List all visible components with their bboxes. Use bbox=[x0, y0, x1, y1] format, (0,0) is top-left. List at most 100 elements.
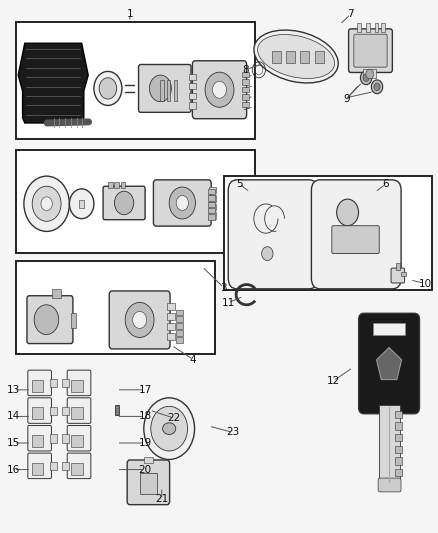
Bar bbox=[79, 199, 84, 208]
FancyBboxPatch shape bbox=[390, 268, 404, 283]
Bar bbox=[71, 407, 82, 419]
Bar bbox=[378, 405, 399, 482]
Bar bbox=[62, 407, 68, 415]
Bar bbox=[188, 83, 195, 90]
Bar bbox=[71, 313, 76, 328]
Ellipse shape bbox=[253, 30, 338, 83]
Text: 21: 21 bbox=[155, 494, 168, 504]
Bar bbox=[208, 189, 215, 194]
Text: 5: 5 bbox=[235, 179, 242, 189]
Bar bbox=[286, 51, 294, 63]
FancyBboxPatch shape bbox=[348, 29, 392, 72]
FancyBboxPatch shape bbox=[28, 398, 51, 423]
Circle shape bbox=[125, 302, 154, 337]
FancyBboxPatch shape bbox=[192, 61, 246, 119]
Bar bbox=[208, 214, 215, 220]
Circle shape bbox=[169, 187, 195, 219]
FancyBboxPatch shape bbox=[138, 64, 191, 112]
Bar bbox=[394, 434, 401, 441]
Bar bbox=[208, 187, 216, 193]
Bar bbox=[208, 212, 216, 219]
Bar bbox=[188, 74, 195, 80]
Bar bbox=[208, 195, 216, 201]
Bar bbox=[394, 469, 401, 477]
Bar bbox=[362, 69, 375, 78]
Bar bbox=[208, 204, 216, 210]
Bar bbox=[32, 379, 43, 392]
Bar bbox=[50, 407, 57, 415]
Bar bbox=[71, 463, 82, 475]
Bar bbox=[32, 407, 43, 419]
Circle shape bbox=[32, 186, 61, 221]
FancyBboxPatch shape bbox=[67, 453, 91, 479]
FancyBboxPatch shape bbox=[28, 370, 51, 395]
Bar bbox=[62, 434, 68, 443]
Text: 17: 17 bbox=[138, 385, 152, 395]
Bar bbox=[167, 303, 174, 310]
Bar bbox=[16, 261, 215, 354]
Bar bbox=[167, 323, 174, 330]
Bar bbox=[394, 446, 401, 453]
Bar bbox=[381, 23, 384, 31]
Text: 23: 23 bbox=[226, 427, 239, 438]
Bar bbox=[52, 289, 60, 298]
Bar bbox=[140, 473, 156, 494]
Circle shape bbox=[24, 176, 69, 231]
Bar bbox=[175, 310, 182, 315]
Bar bbox=[166, 80, 170, 101]
Bar bbox=[372, 323, 405, 335]
Bar bbox=[16, 22, 254, 139]
FancyBboxPatch shape bbox=[103, 186, 145, 220]
Circle shape bbox=[371, 80, 382, 94]
Bar bbox=[395, 263, 399, 270]
Bar bbox=[365, 23, 369, 31]
FancyBboxPatch shape bbox=[377, 478, 400, 492]
Circle shape bbox=[261, 247, 272, 261]
Text: 12: 12 bbox=[326, 376, 339, 386]
Bar bbox=[32, 463, 43, 475]
Bar bbox=[242, 79, 249, 85]
Bar bbox=[208, 195, 215, 200]
Text: 10: 10 bbox=[418, 279, 431, 288]
Bar bbox=[167, 333, 174, 340]
Bar bbox=[223, 176, 431, 290]
Text: 22: 22 bbox=[166, 413, 180, 423]
Bar bbox=[120, 182, 125, 188]
Bar bbox=[160, 80, 163, 101]
Circle shape bbox=[41, 197, 52, 211]
Ellipse shape bbox=[257, 35, 334, 78]
Text: 7: 7 bbox=[347, 9, 353, 19]
Bar bbox=[115, 405, 119, 415]
Bar bbox=[62, 462, 68, 470]
Text: 18: 18 bbox=[138, 411, 152, 422]
Bar bbox=[144, 457, 153, 463]
FancyBboxPatch shape bbox=[331, 225, 378, 254]
Circle shape bbox=[94, 71, 122, 106]
Bar bbox=[175, 337, 182, 343]
FancyBboxPatch shape bbox=[127, 460, 169, 505]
Bar bbox=[173, 80, 177, 101]
FancyBboxPatch shape bbox=[67, 370, 91, 395]
Bar bbox=[62, 379, 68, 387]
FancyBboxPatch shape bbox=[311, 180, 400, 289]
Bar bbox=[167, 313, 174, 320]
Bar bbox=[314, 51, 323, 63]
FancyBboxPatch shape bbox=[67, 398, 91, 423]
Bar bbox=[16, 150, 254, 253]
Circle shape bbox=[365, 69, 373, 79]
Bar bbox=[208, 201, 215, 207]
Bar bbox=[71, 435, 82, 447]
FancyBboxPatch shape bbox=[358, 313, 419, 414]
Text: 16: 16 bbox=[7, 465, 21, 474]
Bar bbox=[50, 434, 57, 443]
Text: 3: 3 bbox=[220, 283, 227, 293]
Bar bbox=[242, 102, 249, 107]
Text: 13: 13 bbox=[7, 385, 21, 395]
Text: 11: 11 bbox=[221, 297, 234, 308]
Text: 15: 15 bbox=[7, 438, 21, 448]
Bar bbox=[50, 379, 57, 387]
Text: 8: 8 bbox=[242, 65, 248, 75]
Bar bbox=[114, 182, 119, 188]
Text: 20: 20 bbox=[138, 465, 151, 474]
Circle shape bbox=[212, 81, 226, 98]
